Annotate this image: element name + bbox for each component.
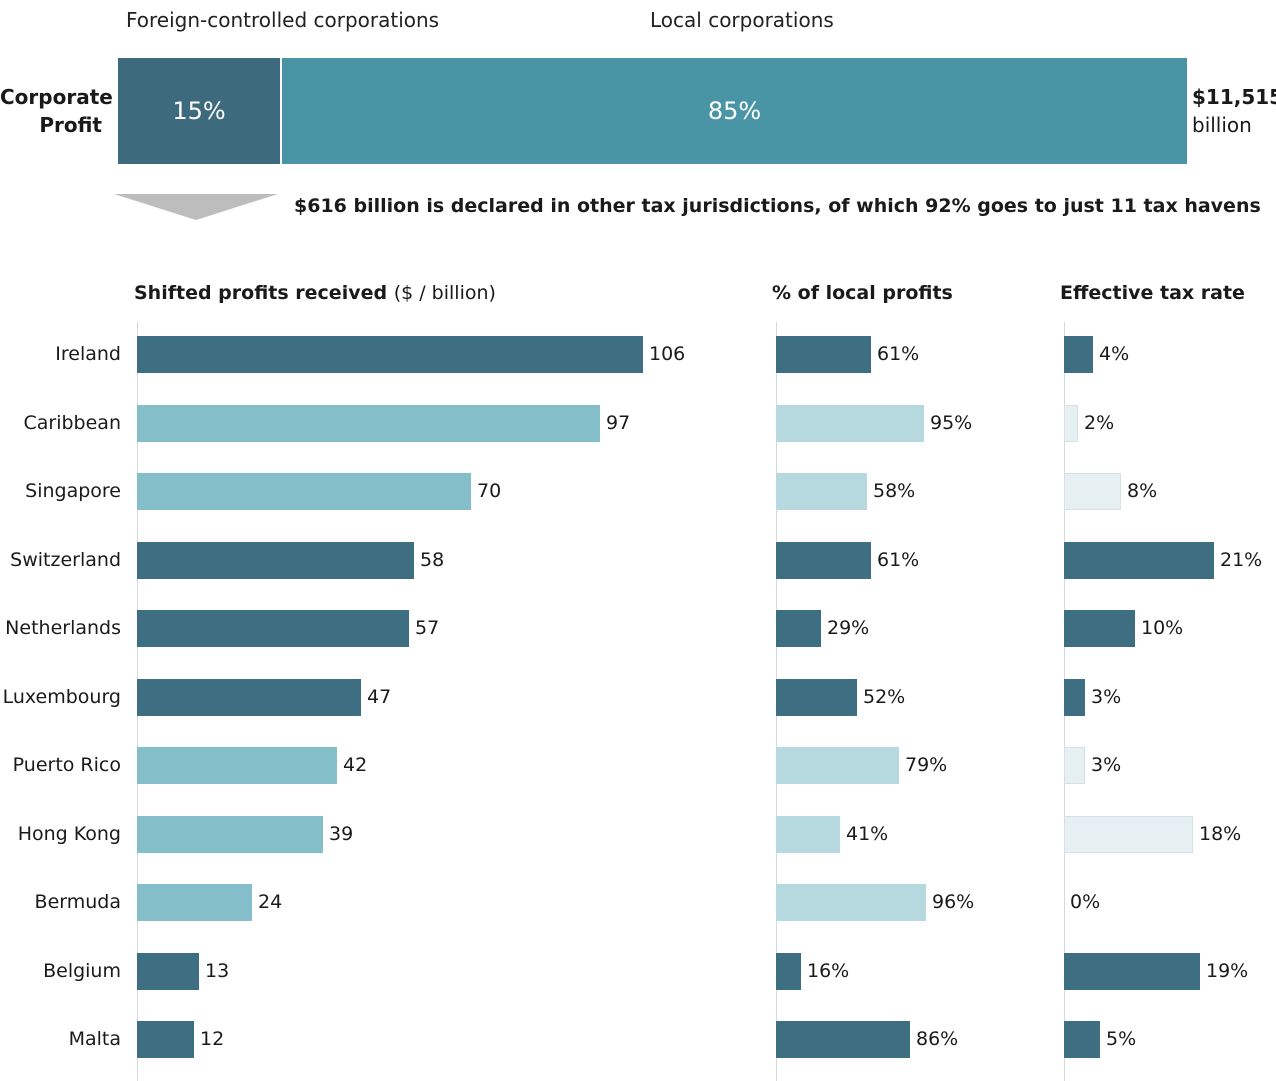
shifted-bar [137,610,409,647]
category-label: Bermuda [34,891,121,913]
foreign-share-segment: 15% [118,58,280,164]
local-corporations-label: Local corporations [650,8,834,32]
shifted-value-label: 58 [420,548,445,571]
local-pct-value-label: 86% [916,1028,959,1050]
shifted-profit-note: $616 billion is declared in other tax ju… [294,195,1261,217]
shifted-value-label: 47 [367,685,392,708]
shifted-bar [137,473,471,510]
shifted-value-label: 97 [606,411,631,434]
funnel-arrow-icon [114,194,278,220]
tax-rate-value-label: 18% [1199,822,1242,845]
category-label: Ireland [55,343,121,365]
category-label: Singapore [25,480,121,502]
local-pct-bar [776,1021,910,1058]
tax-rate-value-label: 19% [1206,959,1249,982]
shifted-value-label: 57 [415,617,440,639]
local-pct-value-label: 95% [930,411,973,434]
tax-rate-bar [1064,678,1085,716]
local-pct-bar [776,884,926,921]
local-pct-bar [776,336,871,373]
total-profit-unit: billion [1192,113,1252,137]
category-label: Caribbean [23,411,122,434]
local-pct-bar [776,952,801,990]
category-label: Netherlands [5,617,121,639]
shifted-bar [137,404,600,442]
tax-rate-bar [1064,541,1214,579]
shifted-bar [137,815,323,853]
category-label: Puerto Rico [12,754,121,776]
local-pct-bar [776,815,840,853]
shifted-value-label: 12 [200,1028,225,1050]
tax-rate-value-label: 5% [1106,1028,1137,1050]
shifted-bar [137,336,643,373]
local-profits-header: % of local profits [772,282,953,304]
category-label: Malta [68,1028,121,1050]
total-profit-value: $11,515 [1192,85,1276,109]
tax-rate-bar [1064,952,1200,990]
tax-rate-value-label: 21% [1220,548,1263,571]
tax-rate-value-label: 3% [1091,685,1122,708]
local-pct-value-label: 79% [905,754,948,776]
local-pct-value-label: 29% [827,617,870,639]
foreign-corporations-label: Foreign-controlled corporations [126,8,440,32]
shifted-bar [137,884,252,921]
shifted-bar [137,747,337,784]
corporate-profit-label-line2: Profit [39,113,102,137]
local-share-value: 85% [707,97,762,125]
tax-rate-bar [1064,815,1193,853]
local-pct-value-label: 52% [863,685,906,708]
local-pct-bar [776,473,867,510]
category-label: Switzerland [10,548,121,571]
shifted-value-label: 13 [205,959,230,982]
shifted-value-label: 106 [649,343,686,365]
shifted-value-label: 70 [477,480,502,502]
shifted-bar [137,952,199,990]
local-pct-value-label: 96% [932,891,975,913]
local-pct-value-label: 61% [877,548,920,571]
shifted-value-label: 42 [343,754,368,776]
local-pct-value-label: 58% [873,480,916,502]
tax-rate-value-label: 8% [1127,480,1158,502]
tax-rate-value-label: 2% [1084,411,1115,434]
tax-rate-value-label: 0% [1070,891,1101,913]
category-label: Hong Kong [17,822,121,845]
tax-rate-bar [1064,747,1085,784]
shifted-profits-unit: ($ / billion) [393,282,496,304]
tax-rate-value-label: 10% [1141,617,1184,639]
shifted-value-label: 24 [258,891,283,913]
tax-rate-header: Effective tax rate [1060,282,1245,304]
local-share-segment: 85% [281,58,1187,164]
shifted-bar [137,1021,194,1058]
local-pct-bar [776,404,924,442]
corporate-profit-label: Corporate Profit [0,83,113,139]
foreign-share-value: 15% [172,97,226,125]
local-pct-bar [776,610,821,647]
tax-rate-bar [1064,473,1121,510]
tax-rate-bar [1064,404,1078,442]
local-pct-bar [776,747,899,784]
shifted-bar [137,541,414,579]
local-pct-value-label: 16% [807,959,850,982]
category-label: Luxembourg [2,685,121,708]
tax-rate-value-label: 3% [1091,754,1122,776]
shifted-bar [137,678,361,716]
shifted-profits-header: Shifted profits received ($ / billion) [134,282,496,304]
tax-rate-value-label: 4% [1099,343,1130,365]
total-profit: $11,515 billion [1192,83,1276,139]
local-pct-bar [776,541,871,579]
tax-rate-bar [1064,336,1093,373]
local-pct-bar [776,678,857,716]
shifted-profits-title: Shifted profits received [134,282,388,304]
tax-rate-bar [1064,1021,1100,1058]
corporate-profit-label-line1: Corporate [0,85,113,109]
tax-rate-bar [1064,610,1135,647]
local-pct-value-label: 41% [846,822,889,845]
category-label: Belgium [43,959,121,982]
shifted-value-label: 39 [329,822,354,845]
local-pct-value-label: 61% [877,343,920,365]
